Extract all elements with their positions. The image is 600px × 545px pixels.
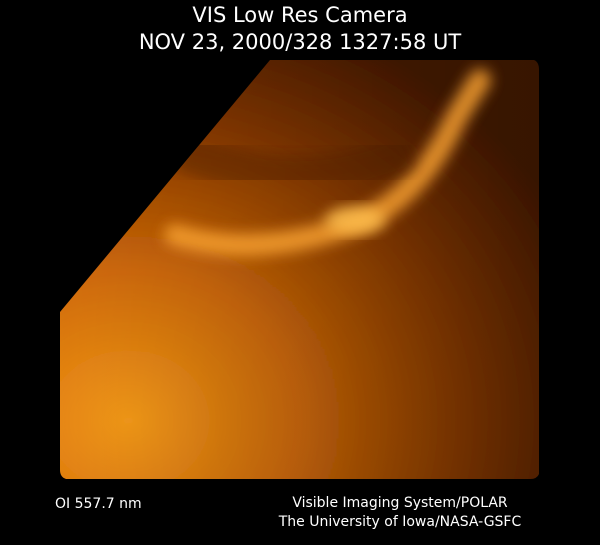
timestamp: NOV 23, 2000/328 1327:58 UT bbox=[139, 30, 462, 54]
title: VIS Low Res Camera bbox=[192, 3, 407, 27]
credit: Visible Imaging System/POLAR bbox=[292, 495, 508, 511]
credit: The University of Iowa/NASA-GSFC bbox=[278, 514, 522, 530]
filter-label: OI 557.7 nm bbox=[55, 496, 142, 512]
auroral-image bbox=[60, 60, 539, 479]
